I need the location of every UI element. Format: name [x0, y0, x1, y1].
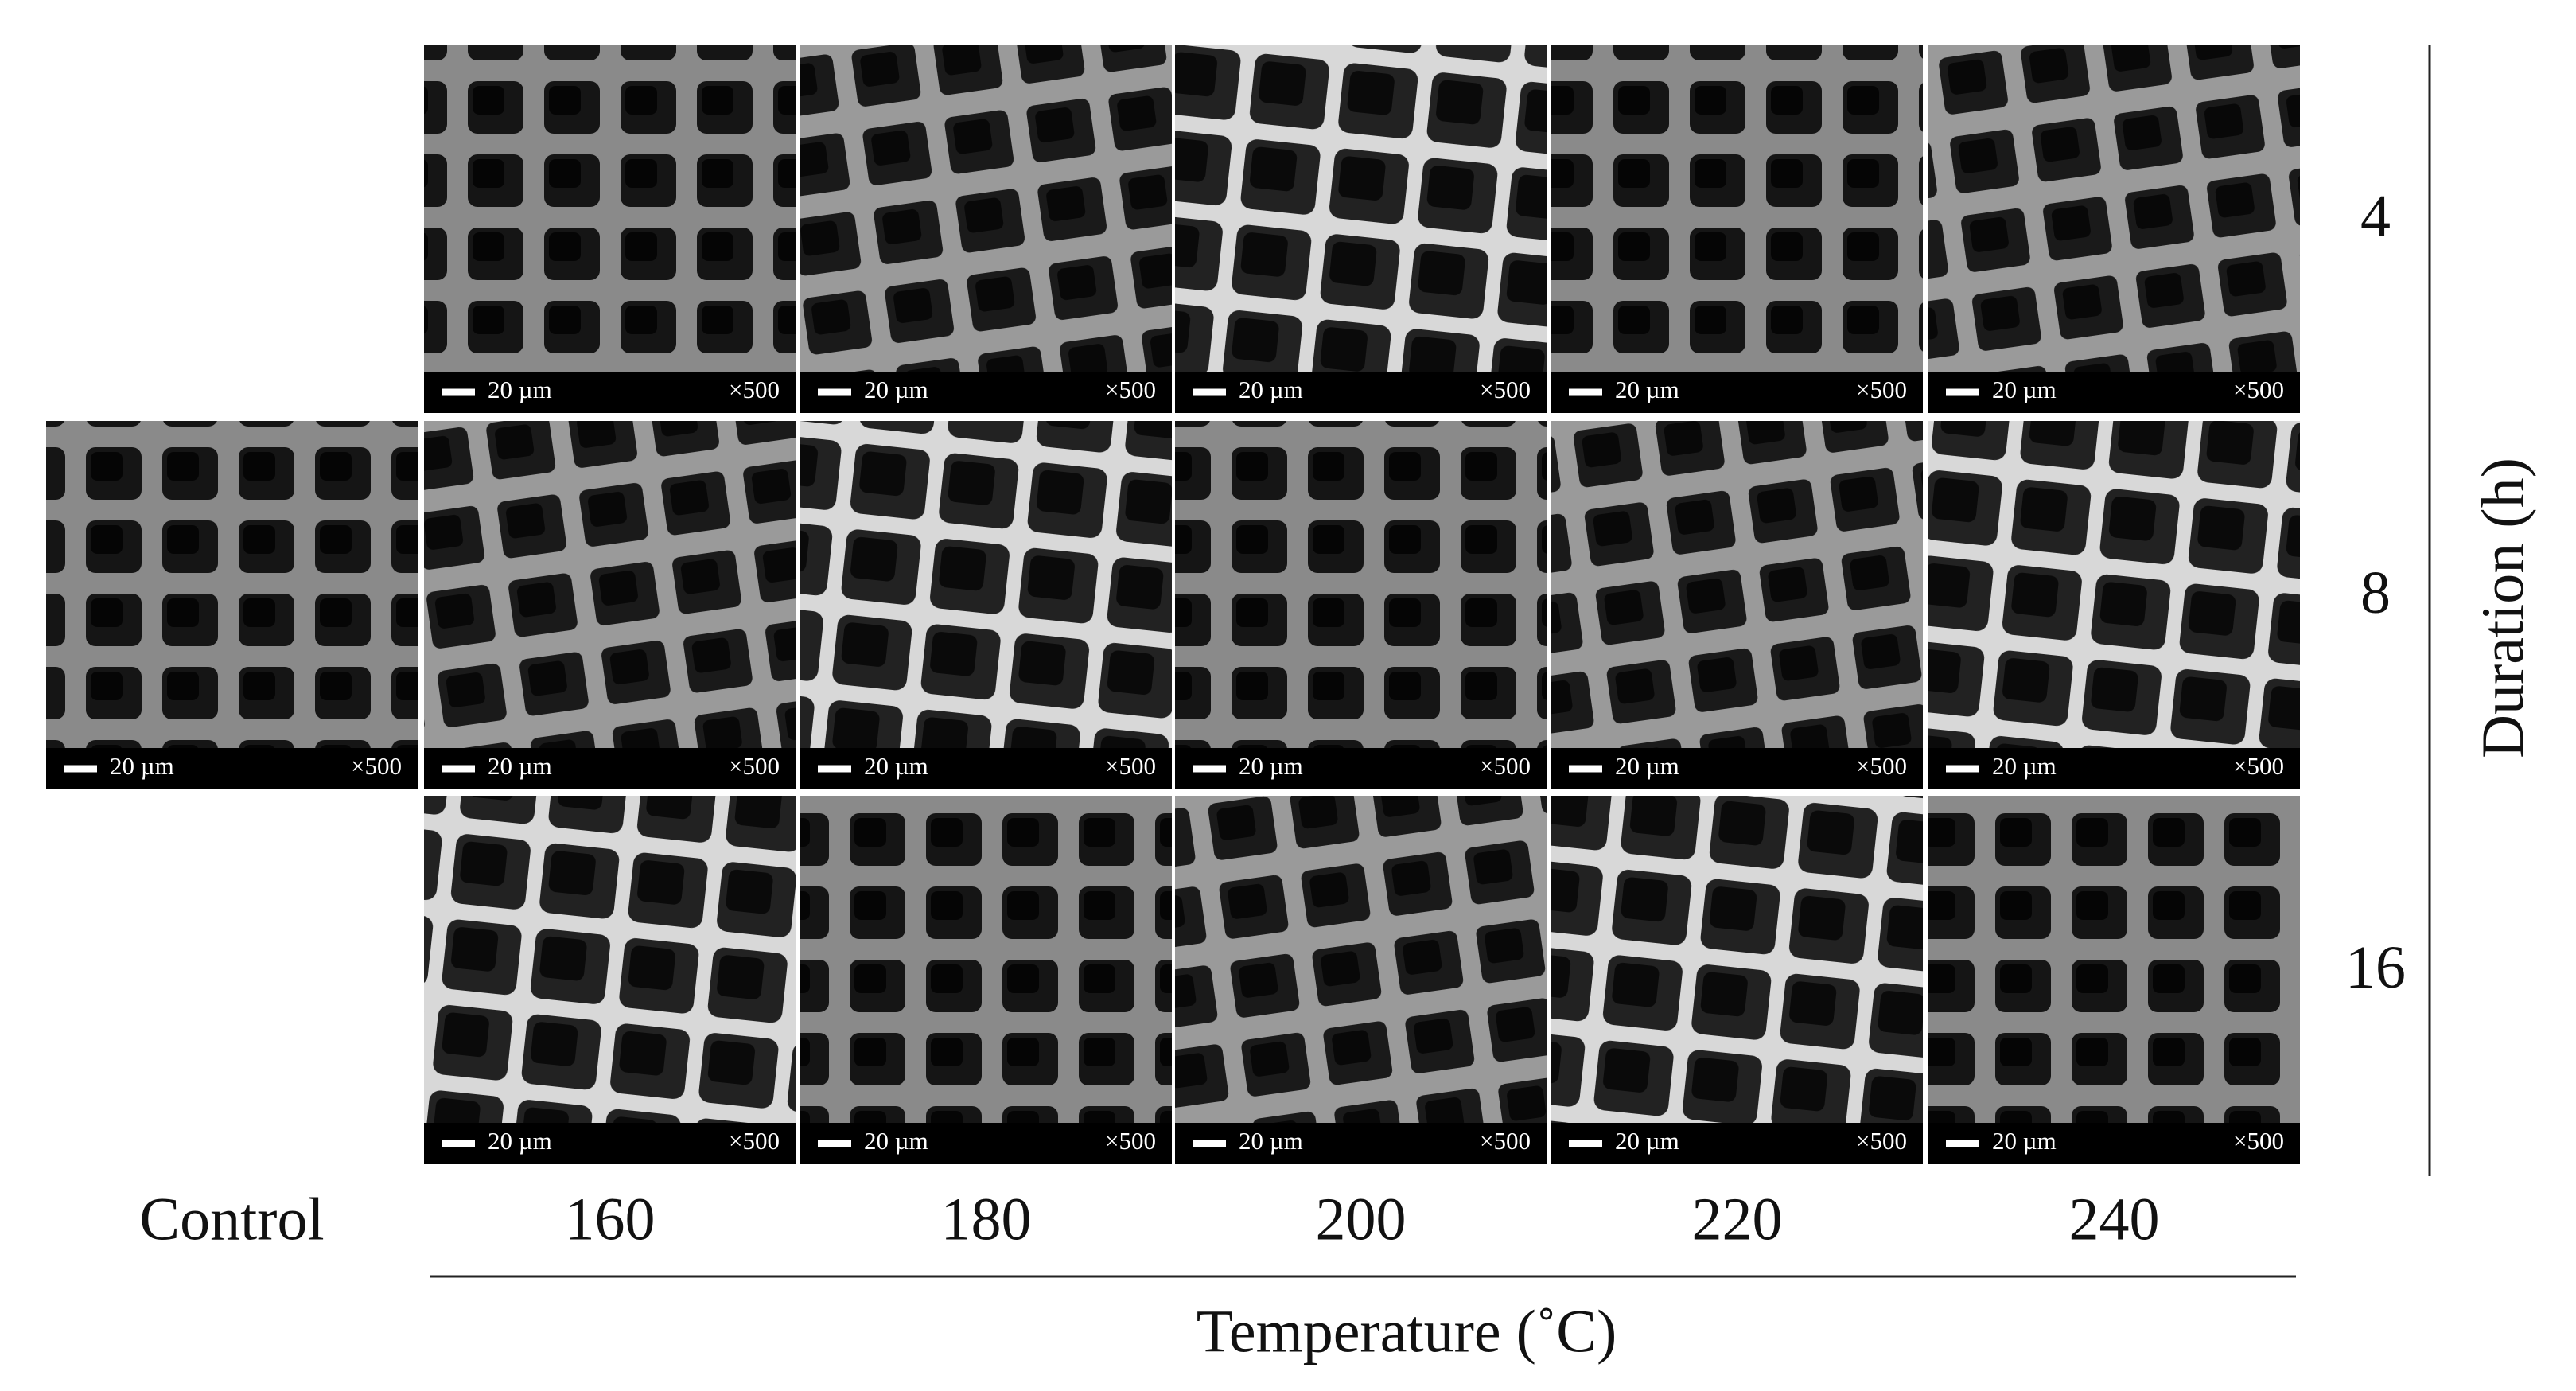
- info-bar: [46, 748, 418, 789]
- row-label: 4: [2360, 183, 2391, 250]
- sem-image: [1175, 796, 1547, 1123]
- scale-bar-label: 20 µm: [1239, 376, 1303, 403]
- magnification-label: ×500: [1480, 752, 1531, 780]
- magnification-label: ×500: [1856, 752, 1907, 780]
- magnification-label: ×500: [1856, 1127, 1907, 1155]
- scale-bar-label: 20 µm: [864, 1127, 928, 1155]
- row-label: 16: [2345, 934, 2406, 1001]
- scale-bar-label: 20 µm: [110, 752, 174, 780]
- info-bar: [800, 372, 1172, 413]
- sem-image: [1551, 796, 1923, 1123]
- sem-image: [800, 796, 1172, 1123]
- x-axis-title: Temperature (˚C): [1197, 1298, 1617, 1365]
- magnification-label: ×500: [1856, 376, 1907, 403]
- y-axis-title: Duration (h): [2469, 458, 2536, 758]
- magnification-label: ×500: [1105, 752, 1156, 780]
- sem-image: [800, 45, 1172, 372]
- info-bar: [1551, 372, 1923, 413]
- sem-image: [1928, 421, 2300, 748]
- info-bar: [1928, 372, 2300, 413]
- scale-bar-label: 20 µm: [1615, 376, 1679, 403]
- info-bar: [424, 748, 796, 789]
- scale-bar-label: 20 µm: [488, 376, 552, 403]
- column-label: 240: [2069, 1186, 2160, 1253]
- info-bar: [424, 1123, 796, 1164]
- magnification-label: ×500: [1105, 376, 1156, 403]
- scale-bar-label: 20 µm: [864, 752, 928, 780]
- info-bar: [1175, 748, 1547, 789]
- scale-bar-label: 20 µm: [488, 752, 552, 780]
- row-label: 8: [2360, 559, 2391, 626]
- scale-bar-label: 20 µm: [1239, 752, 1303, 780]
- scale-bar-label: 20 µm: [1992, 1127, 2057, 1155]
- column-label: 200: [1316, 1186, 1407, 1253]
- magnification-label: ×500: [2233, 1127, 2284, 1155]
- sem-image: [800, 421, 1172, 748]
- magnification-label: ×500: [729, 752, 780, 780]
- sem-image: [46, 421, 418, 748]
- sem-image: [1551, 45, 1923, 372]
- magnification-label: ×500: [2233, 752, 2284, 780]
- magnification-label: ×500: [2233, 376, 2284, 403]
- magnification-label: ×500: [729, 376, 780, 403]
- info-bar: [1551, 748, 1923, 789]
- column-label: 160: [565, 1186, 656, 1253]
- column-label: 180: [941, 1186, 1032, 1253]
- scale-bar-label: 20 µm: [1992, 376, 2057, 403]
- sem-image: [1175, 421, 1547, 748]
- sem-image: [424, 796, 796, 1123]
- scale-bar-label: 20 µm: [488, 1127, 552, 1155]
- scale-bar-label: 20 µm: [1615, 1127, 1679, 1155]
- sem-image: [1928, 45, 2300, 372]
- magnification-label: ×500: [1480, 376, 1531, 403]
- scale-bar-label: 20 µm: [1239, 1127, 1303, 1155]
- sem-image: [424, 421, 796, 748]
- sem-image: [1928, 796, 2300, 1123]
- sem-image: [424, 45, 796, 372]
- magnification-label: ×500: [1480, 1127, 1531, 1155]
- column-label: 220: [1692, 1186, 1783, 1253]
- info-bar: [1175, 1123, 1547, 1164]
- magnification-label: ×500: [729, 1127, 780, 1155]
- magnification-label: ×500: [351, 752, 402, 780]
- column-label: Control: [139, 1186, 324, 1253]
- info-bar: [1551, 1123, 1923, 1164]
- info-bar: [800, 748, 1172, 789]
- info-bar: [1928, 1123, 2300, 1164]
- sem-image: [1551, 421, 1923, 748]
- magnification-label: ×500: [1105, 1127, 1156, 1155]
- info-bar: [424, 372, 796, 413]
- info-bar: [800, 1123, 1172, 1164]
- scale-bar-label: 20 µm: [1615, 752, 1679, 780]
- scale-bar-label: 20 µm: [864, 376, 928, 403]
- info-bar: [1928, 748, 2300, 789]
- info-bar: [1175, 372, 1547, 413]
- sem-image: [1175, 45, 1547, 372]
- scale-bar-label: 20 µm: [1992, 752, 2057, 780]
